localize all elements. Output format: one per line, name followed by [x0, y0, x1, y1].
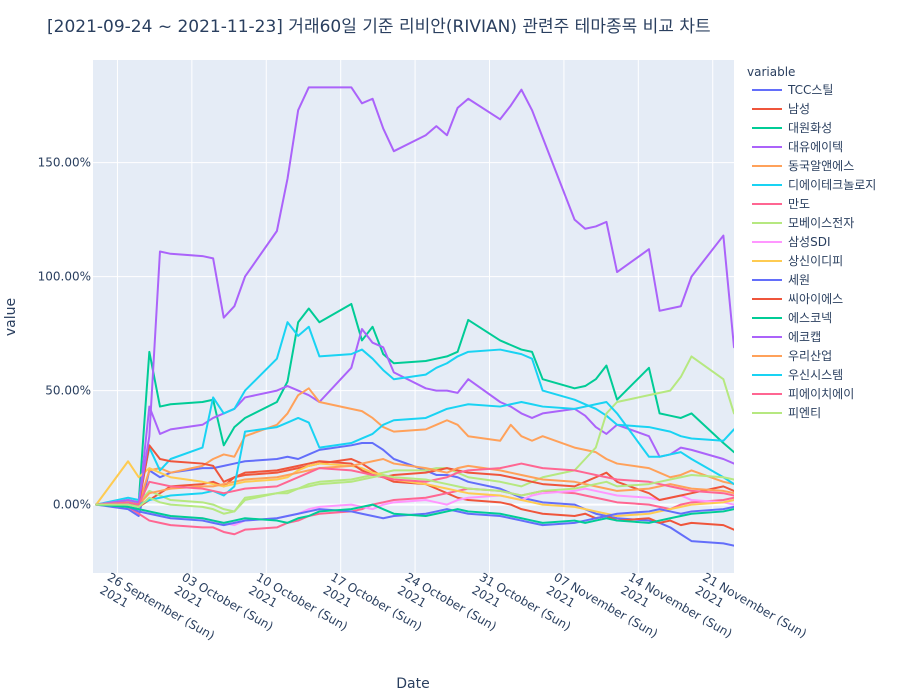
legend-item[interactable]: 남성: [752, 102, 810, 116]
legend-item[interactable]: 상신이디피: [752, 254, 843, 268]
grid-lines: [93, 60, 734, 573]
legend-label: 모베이스전자: [788, 216, 854, 230]
y-tick-label: 50.00%: [45, 384, 91, 398]
x-axis-title: Date: [396, 676, 429, 692]
legend-label: 피에이치에이: [788, 387, 854, 401]
legend-label: 에스코넥: [788, 311, 832, 325]
legend-item[interactable]: 만도: [752, 197, 810, 211]
series-line-14[interactable]: [95, 86, 734, 506]
legend-label: 만도: [788, 197, 810, 211]
legend-item[interactable]: 세원: [752, 273, 810, 287]
series-line-7[interactable]: [95, 487, 734, 536]
series-line-17[interactable]: [95, 462, 734, 506]
legend-item[interactable]: 피엔티: [752, 406, 821, 420]
y-tick-label: 100.00%: [38, 270, 91, 284]
legend-item[interactable]: 에코캡: [752, 330, 821, 344]
legend-label: 피엔티: [788, 406, 821, 420]
legend-item[interactable]: 디에이테크놀로지: [752, 178, 876, 192]
legend-label: 우리산업: [788, 349, 832, 363]
series-line-10[interactable]: [95, 460, 734, 517]
legend-label: 대유에이텍: [788, 140, 843, 154]
legend-item[interactable]: 피에이치에이: [752, 387, 854, 401]
legend-item[interactable]: 대원화성: [752, 121, 832, 135]
legend-label: 디에이테크놀로지: [788, 178, 876, 192]
series-group: [95, 86, 734, 547]
legend-item[interactable]: 씨아이에스: [752, 292, 843, 306]
series-line-13[interactable]: [95, 503, 734, 524]
legend-item[interactable]: TCC스틸: [752, 83, 833, 97]
series-line-15[interactable]: [95, 458, 734, 506]
series-line-18[interactable]: [95, 473, 734, 515]
series-line-12[interactable]: [95, 444, 734, 506]
legend-label: 동국알앤에스: [788, 159, 854, 173]
legend-label: 씨아이에스: [788, 292, 843, 306]
legend-item[interactable]: 삼성SDI: [752, 235, 830, 249]
legend-label: TCC스틸: [787, 83, 833, 97]
series-line-5[interactable]: [95, 387, 734, 506]
legend-item[interactable]: 우리산업: [752, 349, 832, 363]
legend-label: 세원: [788, 273, 810, 287]
legend-item[interactable]: 대유에이텍: [752, 140, 843, 154]
legend-label: 상신이디피: [788, 254, 843, 268]
chart-title: [2021-09-24 ~ 2021-11-23] 거래60일 기준 리비안(R…: [47, 17, 711, 37]
legend-item[interactable]: 모베이스전자: [752, 216, 854, 230]
series-line-6[interactable]: [95, 321, 734, 506]
y-tick-label: 150.00%: [38, 156, 91, 170]
series-line-8[interactable]: [95, 355, 734, 513]
legend-label: 에코캡: [788, 330, 821, 344]
series-line-11[interactable]: [95, 503, 734, 527]
legend-label: 남성: [788, 102, 810, 116]
y-axis-title: value: [3, 298, 19, 336]
x-axis-ticks: 26 September (Sun)2021 03 October (Sun)20…: [97, 570, 809, 643]
legend-label: 우신시스템: [788, 368, 843, 382]
legend-title: variable: [747, 65, 795, 79]
legend-label: 대원화성: [788, 121, 832, 135]
legend-item[interactable]: 동국알앤에스: [752, 159, 854, 173]
legend-item[interactable]: 에스코넥: [752, 311, 832, 325]
x-tick-label: 21 November (Sun)2021: [693, 570, 809, 641]
y-tick-label: 0.00%: [53, 498, 91, 512]
y-axis-ticks: 0.00% 50.00% 100.00% 150.00%: [38, 156, 91, 512]
legend-label: 삼성SDI: [788, 235, 830, 249]
legend[interactable]: TCC스틸남성대원화성대유에이텍동국알앤에스디에이테크놀로지만도모베이스전자삼성…: [752, 83, 876, 420]
legend-item[interactable]: 우신시스템: [752, 368, 843, 382]
